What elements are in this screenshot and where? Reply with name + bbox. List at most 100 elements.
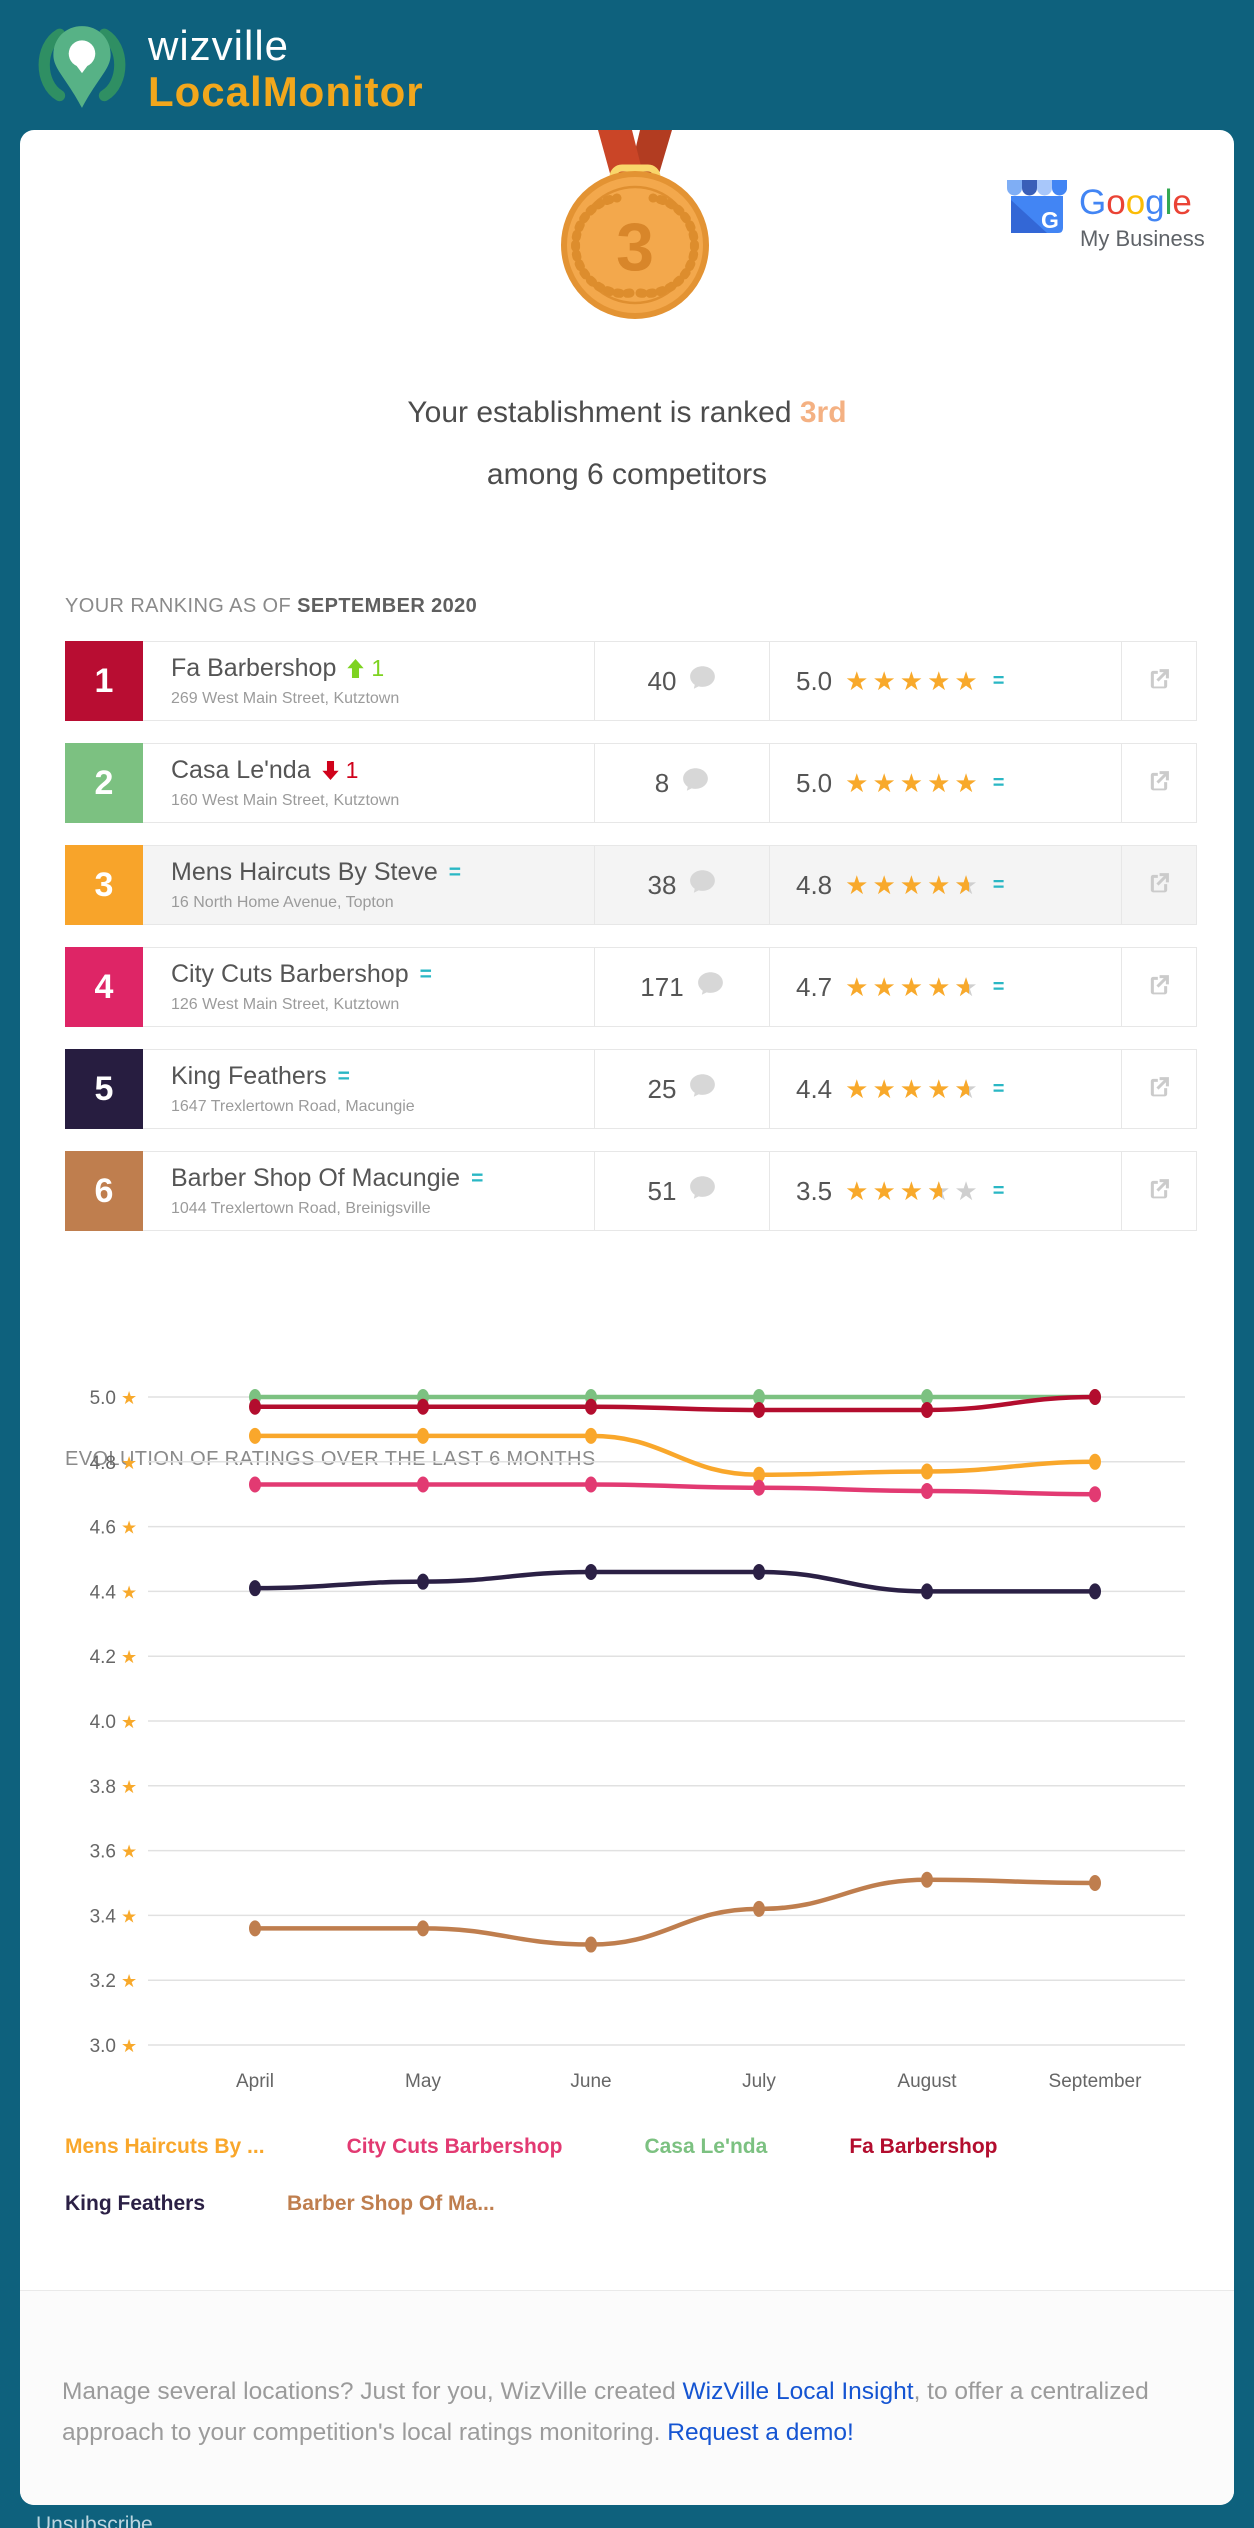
speech-bubble-icon bbox=[689, 1073, 716, 1105]
star-full-icon: ★ bbox=[872, 1074, 900, 1104]
chart-point bbox=[585, 1476, 597, 1493]
trend-indicator: 1 bbox=[347, 655, 384, 682]
chart-title-text: EVOLUTION OF RATINGS OVER THE LAST 6 MON… bbox=[65, 1448, 596, 1470]
star-full-icon: ★ bbox=[899, 972, 928, 1002]
chart-y-tick-label: 5.0 bbox=[90, 1388, 116, 1409]
y-axis-star-icon: ★ bbox=[121, 1518, 137, 1538]
star-full-icon: ★ bbox=[845, 666, 873, 696]
footer-text-segment: Manage several locations? Just for you, … bbox=[62, 2378, 683, 2405]
unsubscribe-link[interactable]: Unsubscribe bbox=[36, 2513, 153, 2528]
chart-y-tick-label: 3.2 bbox=[90, 1971, 116, 1992]
chart-series-line bbox=[252, 1394, 1098, 1413]
legend-row: Mens Haircuts By ... City Cuts Barbershop… bbox=[65, 2135, 998, 2159]
chart-point bbox=[417, 1920, 429, 1937]
external-link-button[interactable] bbox=[1121, 1050, 1196, 1128]
speech-bubble-icon bbox=[689, 869, 716, 901]
chart-series-line bbox=[252, 1569, 1098, 1594]
chart-point bbox=[585, 1427, 597, 1444]
star-rating: ★★★★★★ bbox=[845, 872, 982, 898]
business-name: Mens Haircuts By Steve bbox=[171, 858, 438, 886]
chart-point bbox=[249, 1427, 261, 1444]
reviews-count: 171 bbox=[640, 971, 684, 1002]
legend-item: King Feathers bbox=[65, 2192, 206, 2215]
star-full-icon: ★ bbox=[954, 768, 982, 798]
chart-series-line bbox=[252, 1482, 1098, 1497]
chart-point bbox=[753, 1466, 765, 1483]
brand-name-localmonitor: LocalMonitor bbox=[148, 68, 424, 115]
chart-point bbox=[921, 1583, 933, 1600]
star-rating: ★★★★★★ bbox=[845, 974, 982, 1000]
y-axis-star-icon: ★ bbox=[121, 1971, 137, 1991]
chart-y-tick-label: 4.8 bbox=[90, 1453, 116, 1474]
gmb-subtitle: My Business bbox=[1080, 226, 1205, 251]
star-rating: ★★★★★★ bbox=[845, 1076, 982, 1102]
chart-point bbox=[417, 1398, 429, 1415]
chart-y-tick-label: 3.4 bbox=[90, 1906, 117, 1927]
rank-badge: 3 bbox=[65, 845, 143, 925]
star-full-icon: ★ bbox=[845, 1074, 873, 1104]
reviews-cell: 40 bbox=[594, 642, 769, 720]
star-full-icon: ★ bbox=[845, 870, 873, 900]
chart-legend: Mens Haircuts By ... City Cuts Barbershop… bbox=[65, 2135, 998, 2249]
trend-indicator: 1 bbox=[321, 757, 358, 784]
external-link-icon bbox=[1145, 869, 1173, 902]
external-link-button[interactable] bbox=[1121, 948, 1196, 1026]
chart-y-tick-label: 3.8 bbox=[90, 1777, 116, 1798]
table-row: 4 City Cuts Barbershop = 126 West Main S… bbox=[65, 947, 1197, 1027]
reviews-cell: 38 bbox=[594, 846, 769, 924]
footer-section: Manage several locations? Just for you, … bbox=[20, 2290, 1234, 2505]
reviews-cell: 51 bbox=[594, 1152, 769, 1230]
y-axis-star-icon: ★ bbox=[121, 1453, 137, 1473]
chart-point bbox=[249, 1580, 261, 1597]
speech-bubble-icon bbox=[682, 767, 709, 799]
chart-point bbox=[753, 1900, 765, 1917]
legend-item: Fa Barbershop bbox=[849, 2135, 998, 2158]
chart-point bbox=[417, 1476, 429, 1493]
table-row: 2 Casa Le'nda 1 160 West Main Street, Ku… bbox=[65, 743, 1197, 823]
footer-link[interactable]: Request a demo! bbox=[667, 2419, 854, 2446]
legend-item: Casa Le'nda bbox=[644, 2135, 768, 2158]
reviews-count: 38 bbox=[647, 869, 677, 900]
equals-icon: = bbox=[992, 771, 1005, 794]
rank-badge: 4 bbox=[65, 947, 143, 1027]
chart-point bbox=[921, 1871, 933, 1888]
external-link-button[interactable] bbox=[1121, 642, 1196, 720]
ranking-table: 1 Fa Barbershop 1 269 West Main Street, … bbox=[65, 641, 1197, 1253]
external-link-icon bbox=[1145, 1073, 1173, 1106]
table-row: 3 Mens Haircuts By Steve = 16 North Home… bbox=[65, 845, 1197, 925]
rank-badge: 2 bbox=[65, 743, 143, 823]
star-half-icon: ★★ bbox=[927, 1176, 955, 1206]
y-axis-star-icon: ★ bbox=[121, 2036, 137, 2056]
trend-indicator: = bbox=[471, 1166, 484, 1190]
star-full-icon: ★ bbox=[845, 972, 873, 1002]
y-axis-star-icon: ★ bbox=[121, 1712, 137, 1732]
external-link-icon bbox=[1145, 971, 1173, 1004]
star-full-icon: ★ bbox=[872, 1176, 900, 1206]
chart-point bbox=[249, 1476, 261, 1493]
equals-icon: = bbox=[992, 1077, 1005, 1100]
footer-link[interactable]: WizVille Local Insight bbox=[682, 2378, 914, 2405]
external-link-button[interactable] bbox=[1121, 846, 1196, 924]
business-address: 1044 Trexlertown Road, Breinigsville bbox=[171, 1200, 431, 1217]
chart-point bbox=[921, 1401, 933, 1418]
chart-point bbox=[585, 1563, 597, 1580]
star-rating: ★★★★★★ bbox=[845, 1178, 982, 1204]
external-link-button[interactable] bbox=[1121, 744, 1196, 822]
chart-point bbox=[249, 1920, 261, 1937]
business-cell: Casa Le'nda 1 160 West Main Street, Kutz… bbox=[143, 744, 594, 822]
bronze-medal-rank-3-icon: 3 bbox=[561, 130, 709, 319]
external-link-icon bbox=[1145, 665, 1173, 698]
rank-headline: Your establishment is ranked 3rd among 6… bbox=[20, 382, 1234, 506]
business-name: Barber Shop Of Macungie bbox=[171, 1164, 461, 1192]
chart-x-label: September bbox=[1049, 2071, 1143, 2092]
y-axis-star-icon: ★ bbox=[121, 1777, 137, 1797]
rating-value: 5.0 bbox=[796, 767, 833, 798]
business-name: Fa Barbershop bbox=[171, 654, 337, 682]
rating-value: 4.4 bbox=[796, 1073, 833, 1104]
chart-point bbox=[753, 1563, 765, 1580]
business-cell: Fa Barbershop 1 269 West Main Street, Ku… bbox=[143, 642, 594, 720]
external-link-button[interactable] bbox=[1121, 1152, 1196, 1230]
star-full-icon: ★ bbox=[872, 666, 900, 696]
chart-point bbox=[1089, 1875, 1101, 1891]
